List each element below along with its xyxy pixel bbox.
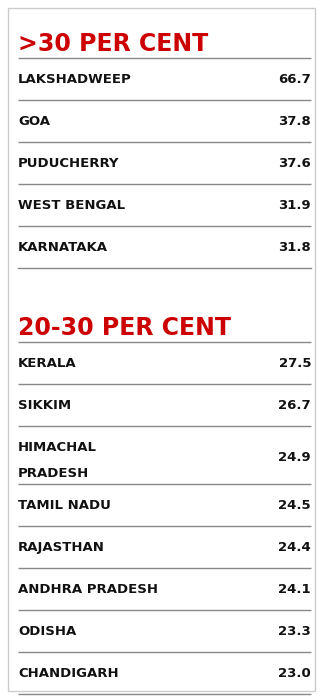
Text: 31.8: 31.8 — [278, 241, 311, 254]
Text: SIKKIM: SIKKIM — [18, 399, 71, 412]
Text: >30 PER CENT: >30 PER CENT — [18, 32, 208, 56]
Text: TAMIL NADU: TAMIL NADU — [18, 499, 111, 512]
Text: HIMACHAL: HIMACHAL — [18, 441, 97, 454]
Text: 37.6: 37.6 — [278, 157, 311, 171]
Text: GOA: GOA — [18, 115, 50, 129]
Text: 24.1: 24.1 — [278, 584, 311, 596]
Text: 20-30 PER CENT: 20-30 PER CENT — [18, 316, 231, 340]
Text: WEST BENGAL: WEST BENGAL — [18, 199, 125, 212]
Text: 66.7: 66.7 — [278, 73, 311, 87]
Text: 24.4: 24.4 — [278, 541, 311, 554]
Text: LAKSHADWEEP: LAKSHADWEEP — [18, 73, 132, 87]
Text: RAJASTHAN: RAJASTHAN — [18, 541, 105, 554]
Text: 24.9: 24.9 — [278, 452, 311, 464]
Text: ODISHA: ODISHA — [18, 626, 76, 638]
Text: 37.8: 37.8 — [278, 115, 311, 129]
Text: 23.0: 23.0 — [278, 668, 311, 680]
Text: KERALA: KERALA — [18, 357, 77, 370]
Text: 24.5: 24.5 — [278, 499, 311, 512]
Text: KARNATAKA: KARNATAKA — [18, 241, 108, 254]
Text: CHANDIGARH: CHANDIGARH — [18, 668, 119, 680]
Text: PRADESH: PRADESH — [18, 468, 89, 480]
Text: 23.3: 23.3 — [278, 626, 311, 638]
Text: 27.5: 27.5 — [278, 357, 311, 370]
Text: 26.7: 26.7 — [278, 399, 311, 412]
Text: PUDUCHERRY: PUDUCHERRY — [18, 157, 120, 171]
Text: ANDHRA PRADESH: ANDHRA PRADESH — [18, 584, 158, 596]
Text: 31.9: 31.9 — [278, 199, 311, 212]
